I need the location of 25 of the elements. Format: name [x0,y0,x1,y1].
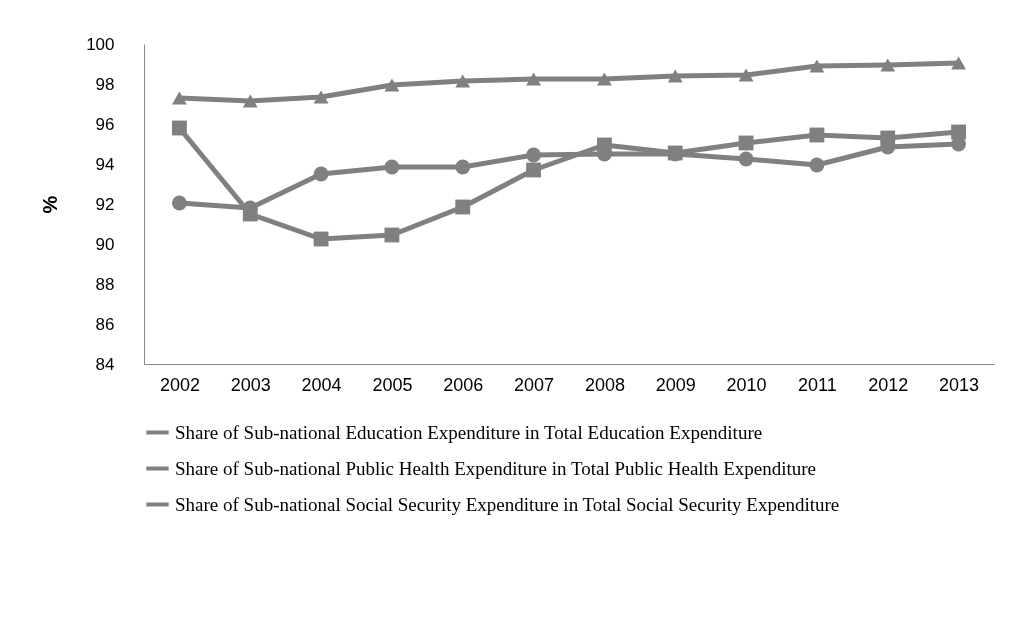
legend-label: Share of Sub-national Public Health Expenditure in Total Public Health Expenditure [175,457,817,479]
x-tick-label: 2011 [798,374,837,395]
legend-label: Share of Sub-national Social Security Expenditure in Total Social Security Expenditure [175,493,840,515]
x-tick-label: 2002 [159,374,200,395]
y-tick-label: 88 [95,274,115,294]
x-tick-label: 2006 [443,374,484,395]
x-tick-label: 2007 [514,374,555,395]
y-tick-label: 84 [95,354,115,374]
legend-label: Share of Sub-national Education Expenditure in Total Education Expenditure [175,421,763,443]
x-tick-label: 2009 [655,374,696,395]
y-tick-label: 96 [95,114,115,134]
x-tick-label: 2004 [301,374,342,395]
y-axis-title: % [39,195,62,214]
y-tick-label: 100 [86,34,115,54]
x-tick-label: 2010 [726,374,767,395]
y-tick-label: 94 [95,154,115,174]
y-tick-label: 90 [95,234,115,254]
x-tick-label: 2013 [939,374,980,395]
x-tick-label: 2008 [584,374,625,395]
y-tick-label: 98 [95,74,115,94]
x-tick-label: 2012 [868,374,909,395]
x-tick-label: 2005 [372,374,413,395]
y-tick-label: 92 [95,194,115,214]
x-tick-label: 2003 [230,374,271,395]
y-tick-label: 86 [95,314,115,334]
